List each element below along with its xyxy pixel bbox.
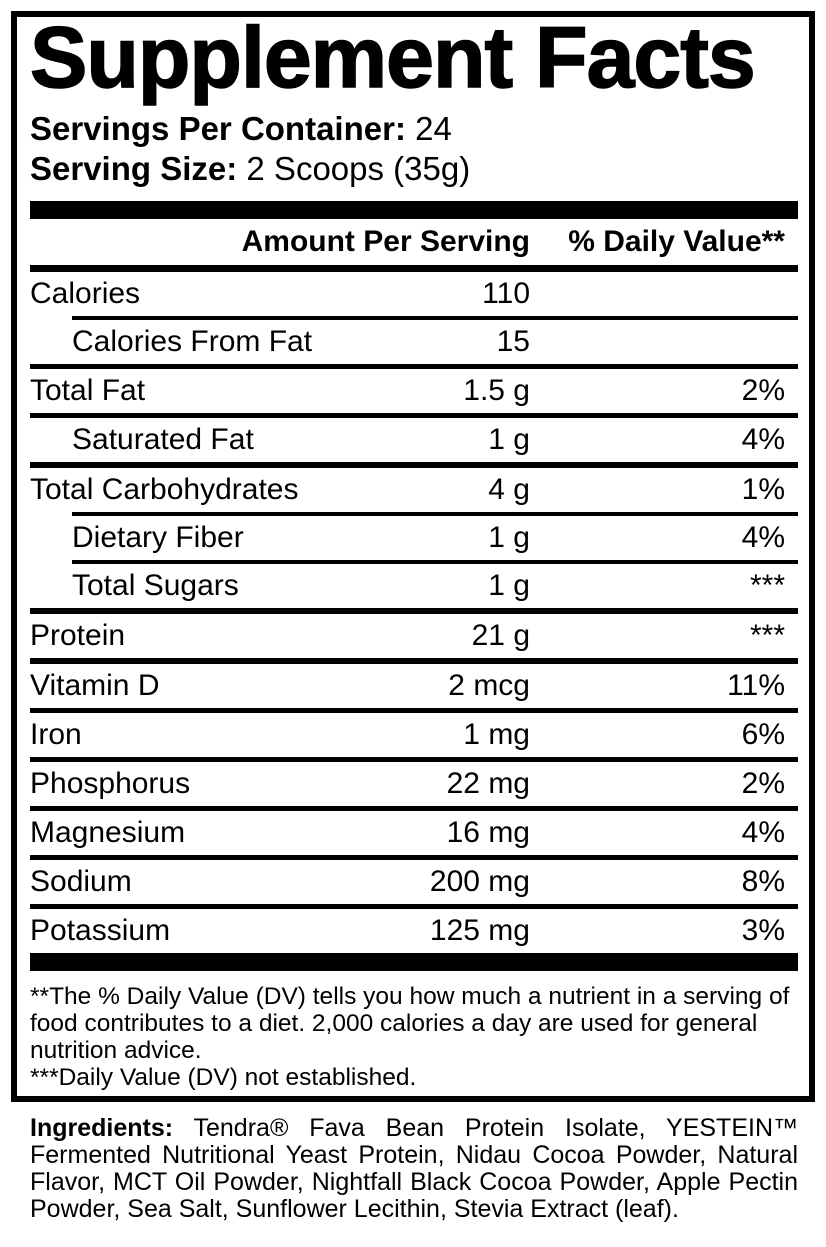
separator <box>30 462 798 468</box>
nutrient-dv: 2% <box>741 374 785 407</box>
nutrient-amount: 125 mg <box>429 914 530 947</box>
nutrient-name: Protein <box>30 619 126 652</box>
separator <box>30 806 798 811</box>
nutrient-name: Saturated Fat <box>72 423 254 456</box>
nutrient-name: Iron <box>30 718 82 751</box>
supplement-facts-panel: Supplement Facts Servings Per Container:… <box>11 11 815 1102</box>
nutrient-amount: 22 mg <box>446 767 530 800</box>
nutrient-name: Calories From Fat <box>72 325 313 358</box>
nutrient-dv: *** <box>749 569 785 602</box>
nutrient-name: Vitamin D <box>30 669 160 702</box>
footnote-line: food contributes to a diet. 2,000 calori… <box>30 1010 758 1037</box>
nutrient-dv: 3% <box>741 914 785 947</box>
ingredients-line: Powder, Sea Salt, Sunflower Lecithin, St… <box>30 1195 679 1223</box>
nutrient-dv: 8% <box>741 865 785 898</box>
servings-per-container-value: 24 <box>415 110 452 147</box>
nutrient-dv: 4% <box>741 816 785 849</box>
daily-value-footnote: **The % Daily Value (DV) tells you how m… <box>30 983 798 1091</box>
nutrient-row-iron: Iron 1 mg 6% <box>30 713 798 757</box>
thick-divider-top <box>30 201 798 219</box>
serving-size: Serving Size: 2 Scoops (35g) <box>30 149 798 189</box>
nutrient-amount: 1 g <box>488 521 530 554</box>
nutrient-amount: 4 g <box>488 473 530 506</box>
serving-size-label: Serving Size: <box>30 150 238 187</box>
ingredients-label: Ingredients: <box>30 1114 174 1142</box>
separator <box>30 855 798 860</box>
ingredients-line: Ingredients: Tendra® Fava Bean Protein I… <box>30 1115 798 1142</box>
nutrient-name: Magnesium <box>30 816 186 849</box>
nutrient-dv: 2% <box>741 767 785 800</box>
nutrient-amount: 16 mg <box>446 816 530 849</box>
ingredients-text: Tendra® Fava Bean Protein Isolate, YESTE… <box>193 1114 799 1142</box>
servings-per-container: Servings Per Container: 24 <box>30 109 798 149</box>
nutrient-row-total-sugars: Total Sugars 1 g *** <box>30 564 798 608</box>
nutrient-dv: 6% <box>741 718 785 751</box>
nutrient-name: Phosphorus <box>30 767 191 800</box>
separator <box>30 904 798 909</box>
nutrient-dv: 4% <box>741 521 785 554</box>
separator <box>30 757 798 762</box>
separator <box>72 316 798 320</box>
nutrient-row-total-fat: Total Fat 1.5 g 2% <box>30 369 798 413</box>
nutrient-name: Sodium <box>30 865 132 898</box>
separator <box>30 413 798 418</box>
nutrient-name: Potassium <box>30 914 171 947</box>
nutrient-dv: 11% <box>727 669 785 702</box>
nutrient-name: Calories <box>30 277 141 310</box>
separator <box>30 364 798 369</box>
nutrient-name: Dietary Fiber <box>72 521 244 554</box>
nutrient-dv: 1% <box>741 473 785 506</box>
nutrient-name: Total Fat <box>30 374 146 407</box>
daily-value-header: % Daily Value** <box>568 225 785 258</box>
thick-divider-bottom <box>30 953 798 971</box>
nutrient-row-saturated-fat: Saturated Fat 1 g 4% <box>30 418 798 462</box>
serving-info: Servings Per Container: 24 Serving Size:… <box>30 109 798 189</box>
nutrient-name: Total Sugars <box>72 569 239 602</box>
nutrient-amount: 1 g <box>488 569 530 602</box>
nutrient-name: Total Carbohydrates <box>30 473 299 506</box>
nutrient-row-potassium: Potassium 125 mg 3% <box>30 909 798 953</box>
footnote-line: **The % Daily Value (DV) tells you how m… <box>30 983 790 1010</box>
nutrient-amount: 200 mg <box>429 865 530 898</box>
nutrient-dv: 4% <box>741 423 785 456</box>
nutrient-amount: 1.5 g <box>463 374 530 407</box>
nutrient-amount: 1 mg <box>463 718 530 751</box>
serving-size-value: 2 Scoops (35g) <box>246 150 471 187</box>
separator <box>72 560 798 564</box>
nutrient-row-vitamin-d: Vitamin D 2 mcg 11% <box>30 664 798 708</box>
servings-per-container-label: Servings Per Container: <box>30 110 406 147</box>
ingredients-line: Flavor, MCT Oil Powder, Nightfall Black … <box>30 1168 798 1196</box>
panel-title: Supplement Facts <box>29 10 756 106</box>
nutrient-amount: 21 g <box>471 619 530 652</box>
nutrient-row-calories: Calories 110 <box>30 272 798 316</box>
nutrient-amount: 2 mcg <box>448 669 530 702</box>
nutrient-dv: *** <box>749 619 785 652</box>
nutrient-row-dietary-fiber: Dietary Fiber 1 g 4% <box>30 516 798 560</box>
footnote-line: nutrition advice. <box>30 1037 202 1064</box>
footnote-line: ***Daily Value (DV) not established. <box>30 1064 417 1091</box>
nutrient-row-sodium: Sodium 200 mg 8% <box>30 860 798 904</box>
nutrient-amount: 110 <box>482 277 530 310</box>
separator <box>30 708 798 713</box>
nutrient-row-calories-from-fat: Calories From Fat 15 <box>30 320 798 364</box>
nutrient-row-phosphorus: Phosphorus 22 mg 2% <box>30 762 798 806</box>
nutrient-row-total-carbohydrates: Total Carbohydrates 4 g 1% <box>30 468 798 512</box>
ingredients-section: Ingredients: Tendra® Fava Bean Protein I… <box>30 1115 798 1223</box>
amount-per-serving-header: Amount Per Serving <box>241 225 530 258</box>
table-header-row: Amount Per Serving % Daily Value** <box>30 219 798 272</box>
separator <box>72 512 798 516</box>
nutrient-row-magnesium: Magnesium 16 mg 4% <box>30 811 798 855</box>
separator <box>30 608 798 614</box>
nutrient-amount: 1 g <box>488 423 530 456</box>
nutrient-row-protein: Protein 21 g *** <box>30 614 798 658</box>
ingredients-line: Fermented Nutritional Yeast Protein, Nid… <box>30 1141 798 1169</box>
nutrient-amount: 15 <box>496 325 530 358</box>
separator <box>30 658 798 664</box>
